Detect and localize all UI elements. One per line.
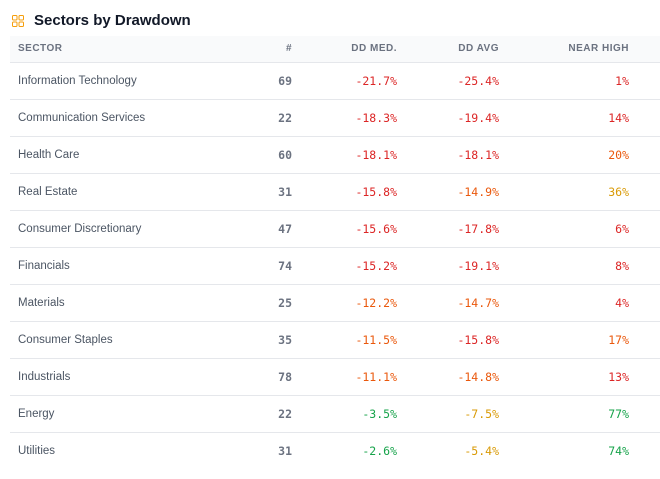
row-spacer: [629, 395, 660, 433]
sector-cell: Energy: [10, 395, 236, 433]
sector-cell: Consumer Discretionary: [10, 210, 236, 248]
count-cell: 47: [236, 210, 292, 248]
row-spacer: [629, 321, 660, 359]
panel-header: Sectors by Drawdown: [12, 9, 191, 31]
dd-avg-cell: -17.8%: [397, 210, 499, 248]
dd-avg-cell: -25.4%: [397, 62, 499, 100]
column-header-sector[interactable]: SECTOR: [10, 36, 236, 63]
dd-med-cell: -15.6%: [292, 210, 397, 248]
table-row[interactable]: Communication Services 22 -18.3% -19.4% 14%: [10, 99, 660, 137]
dd-avg-cell: -18.1%: [397, 136, 499, 174]
dd-med-cell: -15.2%: [292, 247, 397, 285]
table-header-row: SECTOR # DD MED. DD AVG NEAR HIGH: [10, 36, 660, 63]
dd-avg-cell: -14.9%: [397, 173, 499, 211]
near-high-cell: 20%: [499, 136, 629, 174]
near-high-cell: 77%: [499, 395, 629, 433]
dd-med-cell: -18.1%: [292, 136, 397, 174]
dd-med-cell: -15.8%: [292, 173, 397, 211]
dd-avg-cell: -19.4%: [397, 99, 499, 137]
dd-med-cell: -11.1%: [292, 358, 397, 396]
count-cell: 22: [236, 395, 292, 433]
near-high-cell: 13%: [499, 358, 629, 396]
dd-avg-cell: -14.7%: [397, 284, 499, 322]
dd-med-cell: -11.5%: [292, 321, 397, 359]
dd-med-cell: -18.3%: [292, 99, 397, 137]
dd-avg-cell: -14.8%: [397, 358, 499, 396]
sector-cell: Health Care: [10, 136, 236, 174]
dd-avg-cell: -19.1%: [397, 247, 499, 285]
count-cell: 35: [236, 321, 292, 359]
near-high-cell: 8%: [499, 247, 629, 285]
column-header-spacer: [629, 36, 660, 63]
table-row[interactable]: Consumer Discretionary 47 -15.6% -17.8% 6%: [10, 210, 660, 248]
near-high-cell: 17%: [499, 321, 629, 359]
column-header-near-high[interactable]: NEAR HIGH: [499, 36, 629, 63]
sector-cell: Communication Services: [10, 99, 236, 137]
sector-cell: Utilities: [18, 444, 56, 457]
table-row[interactable]: Consumer Staples 35 -11.5% -15.8% 17%: [10, 321, 660, 359]
table-row[interactable]: Financials 74 -15.2% -19.1% 8%: [10, 247, 660, 285]
sector-cell: Financials: [10, 247, 236, 285]
row-spacer: [629, 210, 660, 248]
count-cell: 22: [236, 99, 292, 137]
dd-med-cell: -3.5%: [292, 395, 397, 433]
near-high-cell: 4%: [499, 284, 629, 322]
dd-avg-cell: -5.4%: [464, 443, 499, 458]
table-row[interactable]: Health Care 60 -18.1% -18.1% 20%: [10, 136, 660, 174]
row-spacer: [629, 358, 660, 396]
count-cell: 69: [236, 62, 292, 100]
row-spacer: [629, 247, 660, 285]
table-row[interactable]: Energy 22 -3.5% -7.5% 77%: [10, 395, 660, 433]
table-row[interactable]: Industrials 78 -11.1% -14.8% 13%: [10, 358, 660, 396]
dd-med-cell: -12.2%: [292, 284, 397, 322]
table-row[interactable]: Information Technology 69 -21.7% -25.4% 1%: [10, 62, 660, 100]
dd-med-cell: -2.6%: [362, 443, 397, 458]
count-cell: 31: [278, 443, 292, 458]
count-cell: 60: [236, 136, 292, 174]
near-high-cell: 74%: [608, 443, 629, 458]
sector-cell: Materials: [10, 284, 236, 322]
dd-med-cell: -21.7%: [292, 62, 397, 100]
row-spacer: [629, 62, 660, 100]
sector-cell: Industrials: [10, 358, 236, 396]
near-high-cell: 6%: [499, 210, 629, 248]
near-high-cell: 14%: [499, 99, 629, 137]
count-cell: 78: [236, 358, 292, 396]
panel-title: Sectors by Drawdown: [34, 11, 191, 29]
row-spacer: [629, 99, 660, 137]
dd-avg-cell: -7.5%: [397, 395, 499, 433]
count-cell: 74: [236, 247, 292, 285]
column-header-count[interactable]: #: [236, 36, 292, 63]
row-spacer: [629, 432, 660, 469]
table-row[interactable]: Real Estate 31 -15.8% -14.9% 36%: [10, 173, 660, 211]
count-cell: 31: [236, 173, 292, 211]
sector-cell: Consumer Staples: [10, 321, 236, 359]
row-spacer: [629, 136, 660, 174]
row-spacer: [629, 173, 660, 211]
table-row[interactable]: Materials 25 -12.2% -14.7% 4%: [10, 284, 660, 322]
near-high-cell: 36%: [499, 173, 629, 211]
sectors-table: SECTOR # DD MED. DD AVG NEAR HIGH Inform…: [10, 36, 660, 469]
table-row[interactable]: Utilities 31 -2.6% -5.4% 74%: [10, 432, 660, 469]
sector-cell: Real Estate: [10, 173, 236, 211]
dd-avg-cell: -15.8%: [397, 321, 499, 359]
row-spacer: [629, 284, 660, 322]
grid-icon: [12, 14, 24, 27]
near-high-cell: 1%: [499, 62, 629, 100]
column-header-dd-med[interactable]: DD MED.: [292, 36, 397, 63]
sector-cell: Information Technology: [10, 62, 236, 100]
count-cell: 25: [236, 284, 292, 322]
column-header-dd-avg[interactable]: DD AVG: [397, 36, 499, 63]
